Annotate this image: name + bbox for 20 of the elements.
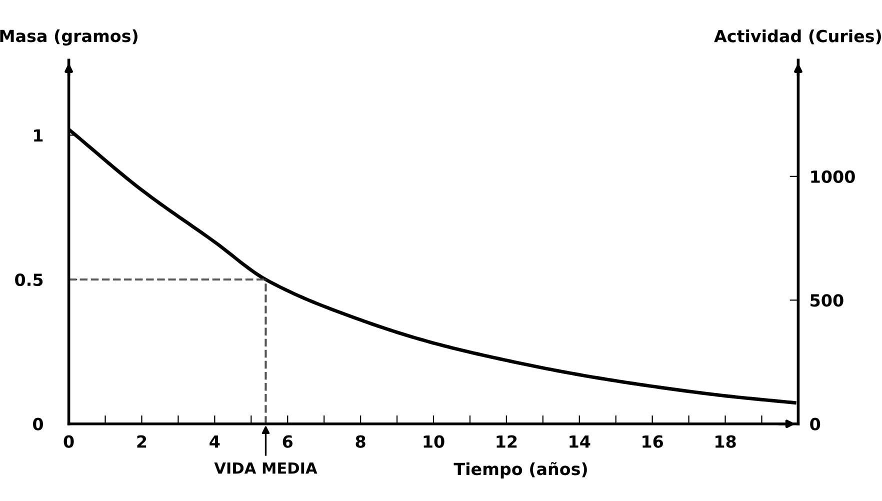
y-axis-title: Masa (gramos): [0, 29, 138, 46]
x-tick-label: 18: [716, 435, 736, 448]
x-tick-label: 10: [424, 435, 444, 448]
ref-line-label: VIDA MEDIA: [214, 462, 318, 474]
x-tick-label: 8: [356, 435, 366, 448]
x-tick-label: 14: [570, 435, 590, 448]
x-tick-label: 6: [282, 435, 293, 448]
x-tick-label: 16: [642, 435, 664, 448]
y-tick-label: 0.5: [15, 273, 43, 286]
y2-tick-label: 0: [810, 418, 820, 430]
y2-tick-label: 1000: [811, 170, 855, 183]
x-axis-title: Tiempo (años): [454, 462, 587, 478]
x-tick-label: 12: [496, 435, 517, 448]
y2-axis-title: Actividad (Curies): [714, 29, 881, 44]
y-tick-label: 0: [32, 418, 43, 430]
x-tick-label: 0: [64, 435, 74, 448]
x-tick-label: 4: [210, 435, 220, 448]
y-tick-label: 1: [34, 129, 43, 142]
x-tick-label: 2: [137, 435, 146, 448]
y2-tick-label: 500: [810, 294, 844, 307]
